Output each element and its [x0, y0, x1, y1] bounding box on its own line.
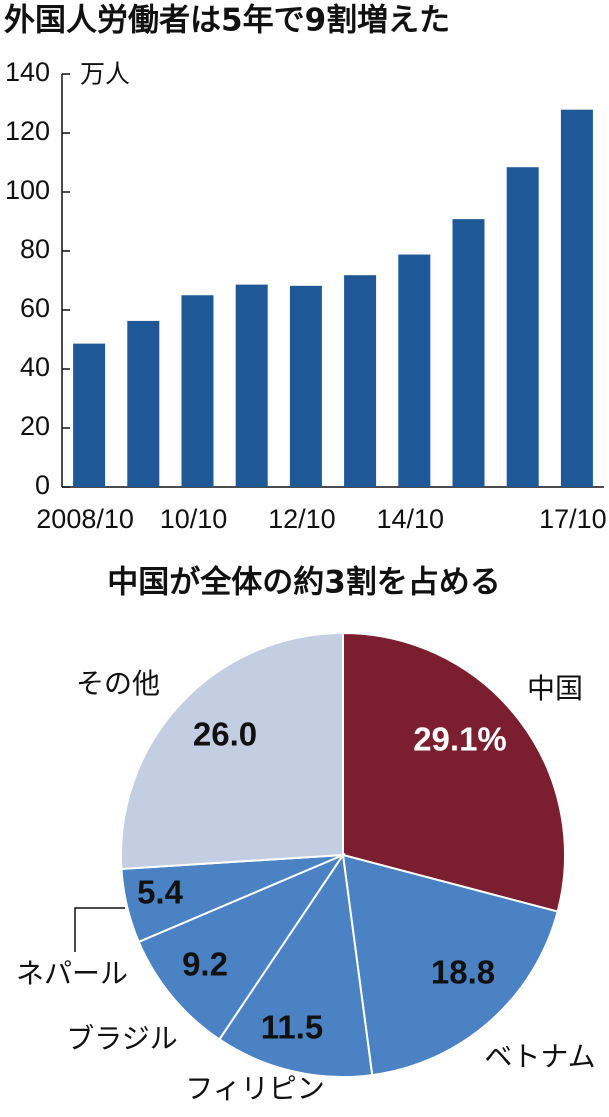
y-tick-label: 100 [5, 175, 50, 205]
leader-line [74, 907, 125, 952]
pie-slice [217, 852, 374, 1078]
pie-slice [341, 853, 559, 1077]
slice-value: 5.4 [137, 874, 184, 911]
x-tick-label: 14/10 [377, 504, 445, 534]
slice-name: 中国 [527, 672, 583, 705]
y-tick-label: 40 [20, 352, 50, 382]
bar [560, 109, 593, 487]
bar [181, 295, 214, 487]
slice-value: 29.1% [413, 721, 507, 758]
pie-slice [120, 631, 344, 871]
slice-name: ベトナム [484, 1040, 595, 1073]
slice-value: 11.5 [261, 1009, 323, 1046]
bar-title: 外国人労働者は5年で9割増えた [4, 3, 450, 39]
pie-slice [137, 852, 346, 1041]
bar [127, 320, 160, 487]
x-tick-label: 10/10 [160, 504, 228, 534]
slice-value: 26.0 [193, 716, 257, 753]
bar [506, 167, 539, 487]
y-tick-label: 120 [5, 116, 50, 146]
pie-title: 中国が全体の約3割を占める [107, 565, 501, 601]
bar [452, 219, 485, 487]
bar [344, 275, 377, 487]
y-tick-label: 60 [20, 293, 50, 323]
x-tick-label: 12/10 [268, 504, 336, 534]
x-tick-label: 17/10 [539, 504, 607, 534]
slice-value: 18.8 [431, 954, 495, 991]
slice-name: ブラジル [66, 1022, 177, 1055]
x-tick-label: 2008/10 [36, 504, 134, 534]
y-tick-label: 0 [35, 470, 50, 500]
y-tick-label: 80 [20, 234, 50, 264]
bar [289, 285, 322, 487]
pie-slice [342, 631, 566, 913]
y-tick-label: 140 [5, 57, 50, 87]
slice-name: ネパール [16, 957, 128, 990]
bar [398, 254, 431, 487]
bar [73, 343, 106, 487]
slice-name: フィリピン [185, 1072, 324, 1105]
slice-name: その他 [76, 667, 160, 700]
y-axis-unit: 万人 [80, 61, 130, 89]
y-tick-label: 20 [20, 411, 50, 441]
bar [235, 284, 268, 487]
slice-value: 9.2 [182, 946, 228, 983]
